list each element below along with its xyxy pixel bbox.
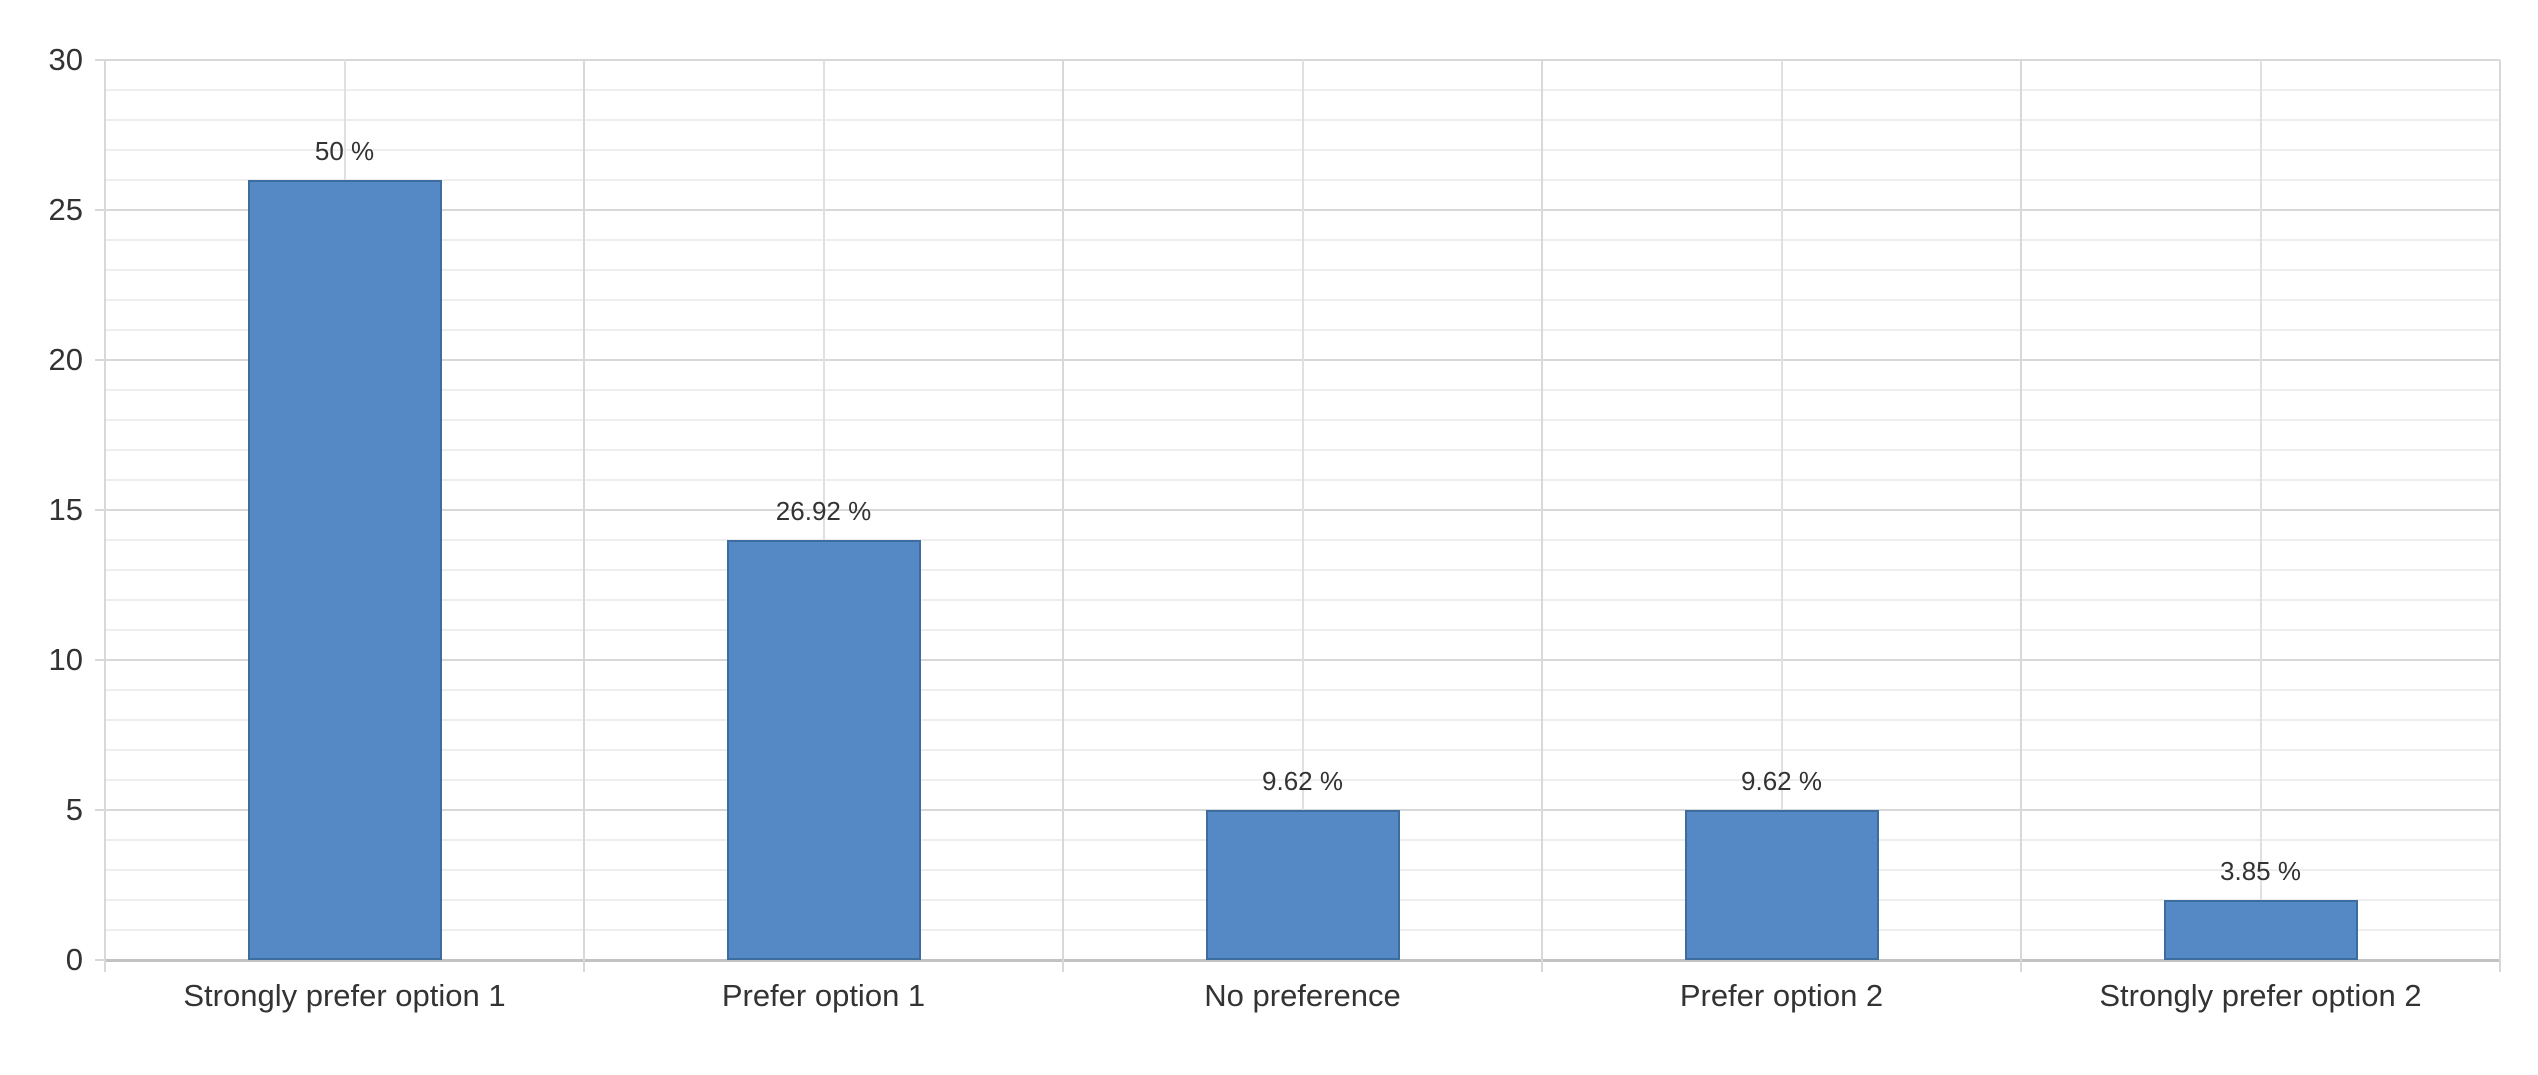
y-tick-mark: [95, 59, 105, 61]
y-tick-mark: [95, 359, 105, 361]
v-gridline-center: [823, 60, 825, 960]
y-tick-label: 25: [48, 192, 83, 227]
y-tick-label: 10: [48, 642, 83, 677]
bar-value-label: 9.62 %: [1262, 766, 1343, 796]
v-gridline-boundary: [2499, 60, 2501, 972]
y-tick-mark: [95, 509, 105, 511]
v-gridline-center: [2260, 60, 2262, 960]
v-gridline-boundary: [1541, 60, 1543, 972]
y-tick-label: 20: [48, 342, 83, 377]
bar-value-label: 3.85 %: [2220, 856, 2301, 886]
bar: [1206, 810, 1400, 960]
y-tick-mark: [95, 659, 105, 661]
x-category-label: Prefer option 2: [1679, 978, 1884, 1013]
v-gridline-boundary: [104, 60, 106, 972]
x-axis-baseline: [105, 959, 2500, 962]
bar-value-label: 9.62 %: [1741, 766, 1822, 796]
bar-value-label: 50 %: [314, 136, 375, 166]
v-gridline-boundary: [583, 60, 585, 972]
x-category-label: No preference: [1204, 978, 1401, 1013]
y-tick-mark: [95, 209, 105, 211]
v-gridline-center: [1302, 60, 1304, 960]
plot-area: 50 % 26.92 % 9.62 % 9.62 % 3.85 %: [95, 59, 2501, 972]
bar: [727, 540, 921, 960]
y-tick-label: 30: [48, 42, 83, 77]
v-gridline-boundary: [2020, 60, 2022, 972]
bar: [2164, 900, 2358, 960]
x-category-label: Strongly prefer option 1: [183, 978, 506, 1013]
y-tick-mark: [95, 809, 105, 811]
x-category-label: Strongly prefer option 2: [2099, 978, 2422, 1013]
y-tick-label: 0: [65, 942, 83, 977]
y-tick-mark: [95, 959, 105, 961]
y-tick-label: 5: [65, 792, 83, 827]
v-gridline-center: [1781, 60, 1783, 960]
bar-value-label: 26.92 %: [775, 496, 872, 526]
y-tick-label: 15: [48, 492, 83, 527]
v-gridline-boundary: [1062, 60, 1064, 972]
x-category-label: Prefer option 1: [721, 978, 926, 1013]
bar: [248, 180, 442, 960]
bar: [1685, 810, 1879, 960]
